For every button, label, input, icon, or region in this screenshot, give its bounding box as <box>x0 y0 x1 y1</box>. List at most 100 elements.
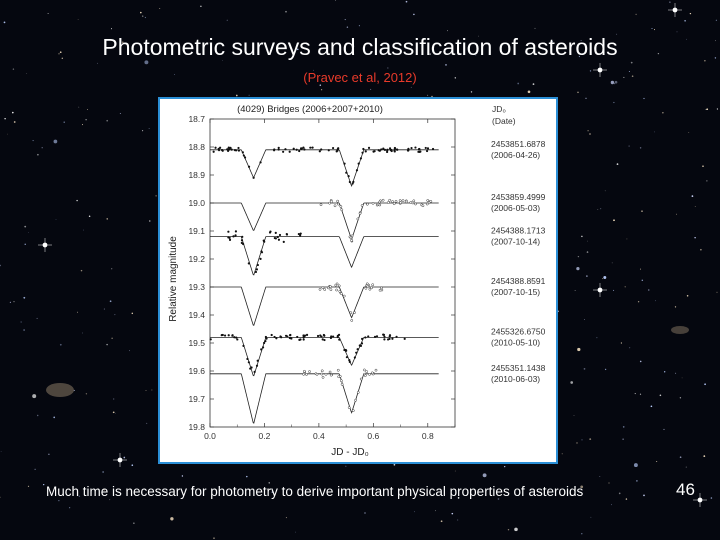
star <box>85 119 87 121</box>
data-point <box>337 202 340 206</box>
star <box>497 498 500 500</box>
star <box>413 511 415 513</box>
data-point <box>414 146 417 149</box>
star <box>209 42 211 44</box>
star <box>353 45 355 47</box>
data-point <box>234 230 238 233</box>
data-point <box>343 162 346 165</box>
star <box>589 70 592 72</box>
star <box>111 337 113 339</box>
series-date-label: (2010-06-03) <box>491 374 540 384</box>
star <box>144 60 149 65</box>
data-point <box>323 288 327 291</box>
star <box>78 106 80 108</box>
star <box>616 163 619 165</box>
star <box>393 463 396 466</box>
data-point <box>354 398 357 402</box>
data-point <box>235 336 238 339</box>
star <box>346 26 349 28</box>
data-point <box>261 346 265 349</box>
star <box>111 268 113 270</box>
series-jd0-label: 2455351.1438 <box>491 363 546 373</box>
star <box>82 332 83 334</box>
data-point <box>414 202 417 206</box>
data-point <box>345 349 348 352</box>
data-point <box>247 361 250 364</box>
data-point <box>336 368 340 372</box>
data-point <box>305 333 309 336</box>
star <box>13 301 15 303</box>
star <box>686 38 688 40</box>
series-date-label: (2007-10-15) <box>491 287 540 297</box>
star <box>589 133 591 135</box>
data-point <box>328 201 331 205</box>
model-curve-5 <box>210 373 439 424</box>
data-point <box>273 335 276 339</box>
data-point <box>336 148 339 151</box>
star <box>586 251 589 253</box>
data-point <box>383 338 386 341</box>
star <box>631 75 634 78</box>
star <box>285 10 287 13</box>
y-tick-label: 19.3 <box>188 282 205 292</box>
data-point <box>242 154 245 157</box>
star <box>616 33 618 35</box>
data-point <box>274 231 277 235</box>
star <box>613 219 615 222</box>
star <box>34 468 36 470</box>
data-point <box>388 147 392 150</box>
star <box>704 383 706 386</box>
star <box>47 13 49 14</box>
star <box>651 27 653 30</box>
star <box>151 389 153 391</box>
star <box>504 465 506 468</box>
star <box>596 337 598 339</box>
data-point <box>232 235 235 238</box>
data-point <box>241 151 244 154</box>
star <box>517 495 519 497</box>
star <box>655 300 656 302</box>
star <box>445 64 447 66</box>
star <box>268 482 270 484</box>
x-tick-label: 0.4 <box>313 431 325 441</box>
data-point <box>242 242 245 246</box>
data-point <box>424 146 427 150</box>
data-point <box>345 356 349 359</box>
data-point <box>255 364 259 367</box>
star <box>76 199 78 202</box>
star <box>643 97 645 100</box>
star <box>689 12 692 15</box>
data-point <box>353 311 356 314</box>
star <box>106 218 108 220</box>
star <box>155 195 157 197</box>
data-point <box>209 338 212 341</box>
star <box>686 295 689 297</box>
star <box>614 80 618 84</box>
data-point <box>386 149 389 152</box>
star <box>517 82 520 85</box>
star <box>583 368 586 370</box>
star <box>410 86 412 88</box>
data-point <box>282 150 285 153</box>
data-point <box>247 165 251 168</box>
star <box>200 5 202 8</box>
star <box>248 94 250 96</box>
star <box>27 485 30 487</box>
data-point <box>347 406 351 409</box>
star <box>181 475 184 477</box>
data-point <box>297 232 300 236</box>
star <box>676 213 677 215</box>
data-point <box>357 162 360 165</box>
data-point <box>296 335 299 339</box>
data-point <box>340 292 343 295</box>
y-tick-label: 18.7 <box>188 114 205 124</box>
data-point <box>388 198 392 202</box>
data-point <box>335 288 338 292</box>
data-point <box>336 199 340 203</box>
series-date-label: (2010-05-10) <box>491 337 540 347</box>
legend-header-jd0: JD₀ <box>492 104 506 114</box>
data-point <box>230 148 233 151</box>
star <box>586 51 588 53</box>
star <box>577 347 581 352</box>
star <box>129 350 131 352</box>
